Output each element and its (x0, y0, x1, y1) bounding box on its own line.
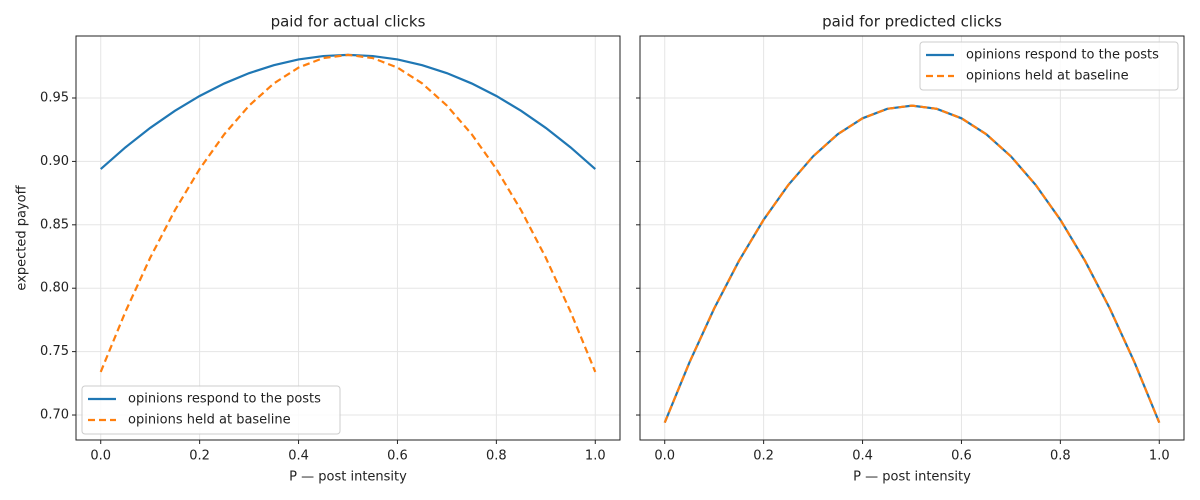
series-line (663, 104, 1161, 424)
legend: opinions respond to the posts opinions he… (81, 385, 341, 435)
axes-frame (75, 35, 621, 441)
y-tick-label: 0.70 (40, 408, 69, 423)
y-tick-label: 0.90 (40, 154, 69, 169)
x-tick-label: 0.2 (753, 449, 774, 464)
x-tick-label: 0.4 (852, 449, 873, 464)
y-tick-label: 0.85 (40, 217, 69, 232)
legend-label: opinions respond to the posts (128, 392, 321, 407)
legend-box (81, 385, 341, 435)
legend-label: opinions respond to the posts (966, 48, 1159, 63)
y-tick-label: 0.95 (40, 91, 69, 106)
series-line (99, 53, 597, 373)
panel-title: paid for predicted clicks (822, 13, 1002, 31)
y-tick-label: 0.80 (40, 281, 69, 296)
x-tick-label: 0.8 (486, 449, 507, 464)
legend: opinions respond to the posts opinions he… (919, 41, 1179, 91)
panel-title: paid for actual clicks (271, 13, 426, 31)
axes-frame (639, 35, 1185, 441)
panel: paid for actual clicks 0.0 0.2 0.4 0.6 0.8 1.0… (15, 13, 621, 485)
x-tick-label: 0.6 (951, 449, 972, 464)
legend-label: opinions held at baseline (128, 413, 291, 428)
y-tick-label: 0.75 (40, 344, 69, 359)
legend-label: opinions held at baseline (966, 69, 1129, 84)
x-axis-label: P — post intensity (289, 470, 407, 485)
x-tick-label: 0.2 (189, 449, 210, 464)
x-tick-label: 0.6 (387, 449, 408, 464)
x-tick-label: 0.8 (1050, 449, 1071, 464)
x-tick-label: 0.0 (654, 449, 675, 464)
panel: paid for predicted clicks 0.0 0.2 0.4 0.6 0.8… (636, 13, 1185, 485)
x-tick-label: 0.4 (288, 449, 309, 464)
series-line (663, 104, 1161, 424)
x-axis-label: P — post intensity (853, 470, 971, 485)
series-line (100, 53, 596, 170)
x-tick-label: 1.0 (585, 449, 606, 464)
y-axis-label: expected payoff (15, 184, 30, 290)
x-tick-label: 0.0 (90, 449, 111, 464)
legend-box (919, 41, 1179, 91)
x-tick-label: 1.0 (1149, 449, 1170, 464)
